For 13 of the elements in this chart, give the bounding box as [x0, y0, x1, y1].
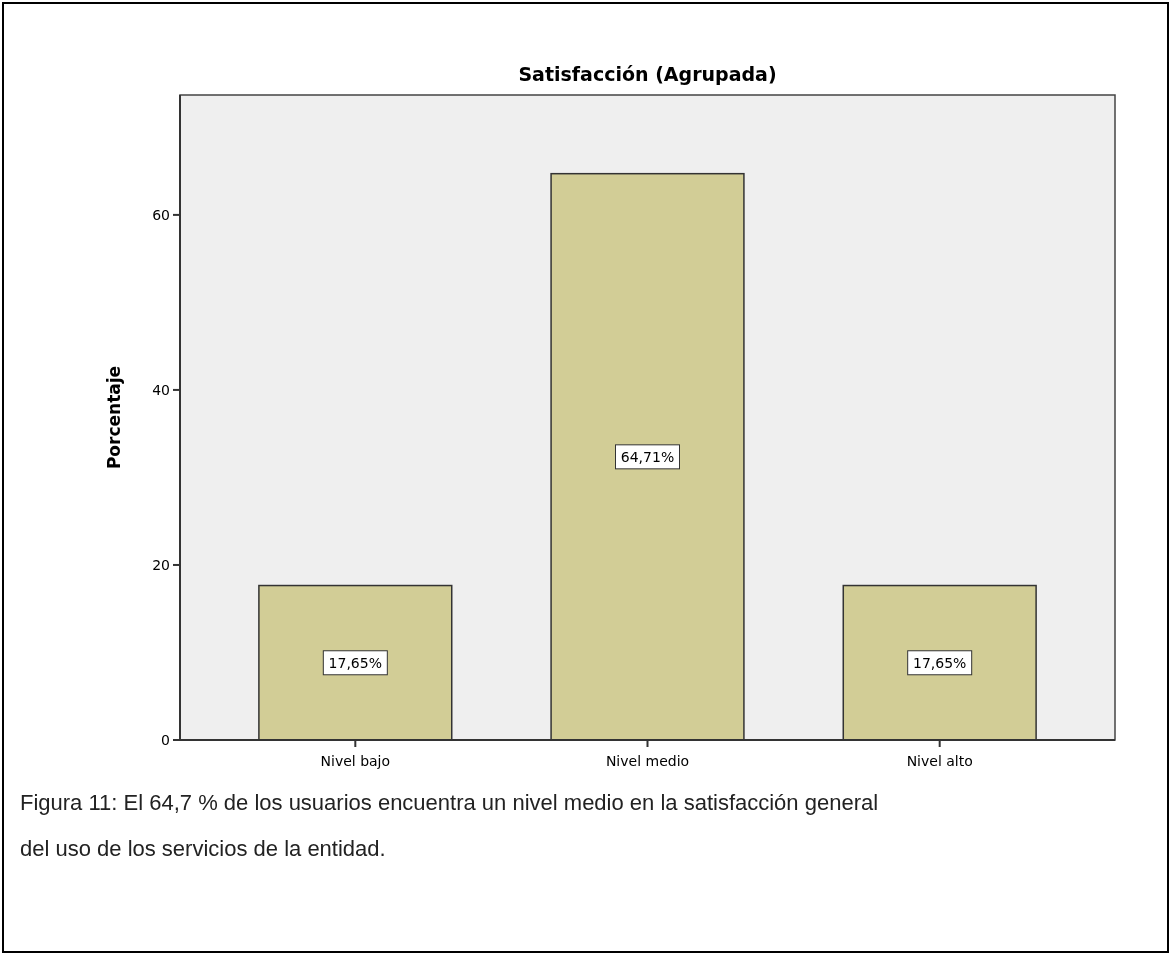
x-tick-label: Nivel alto: [906, 753, 973, 769]
x-tick-label: Nivel bajo: [320, 753, 391, 769]
data-label: 17,65%: [912, 654, 967, 671]
data-label: 17,65%: [328, 654, 383, 671]
x-tick-label: Nivel medio: [605, 753, 690, 769]
y-axis-title: Porcentaje: [104, 365, 124, 470]
y-tick-label: 40: [152, 381, 170, 398]
data-label: 64,71%: [620, 448, 675, 465]
y-tick-label: 0: [161, 732, 170, 748]
y-tick-label: 60: [152, 206, 170, 223]
chart-title: Satisfacción (Agrupada): [518, 63, 777, 85]
text: Figura 11: El 64,7 % de los usuarios encuentra un nivel medio en la satisfacción general del uso de los servicios de la entidad.: [20, 790, 879, 861]
y-tick-label: 20: [152, 556, 170, 573]
